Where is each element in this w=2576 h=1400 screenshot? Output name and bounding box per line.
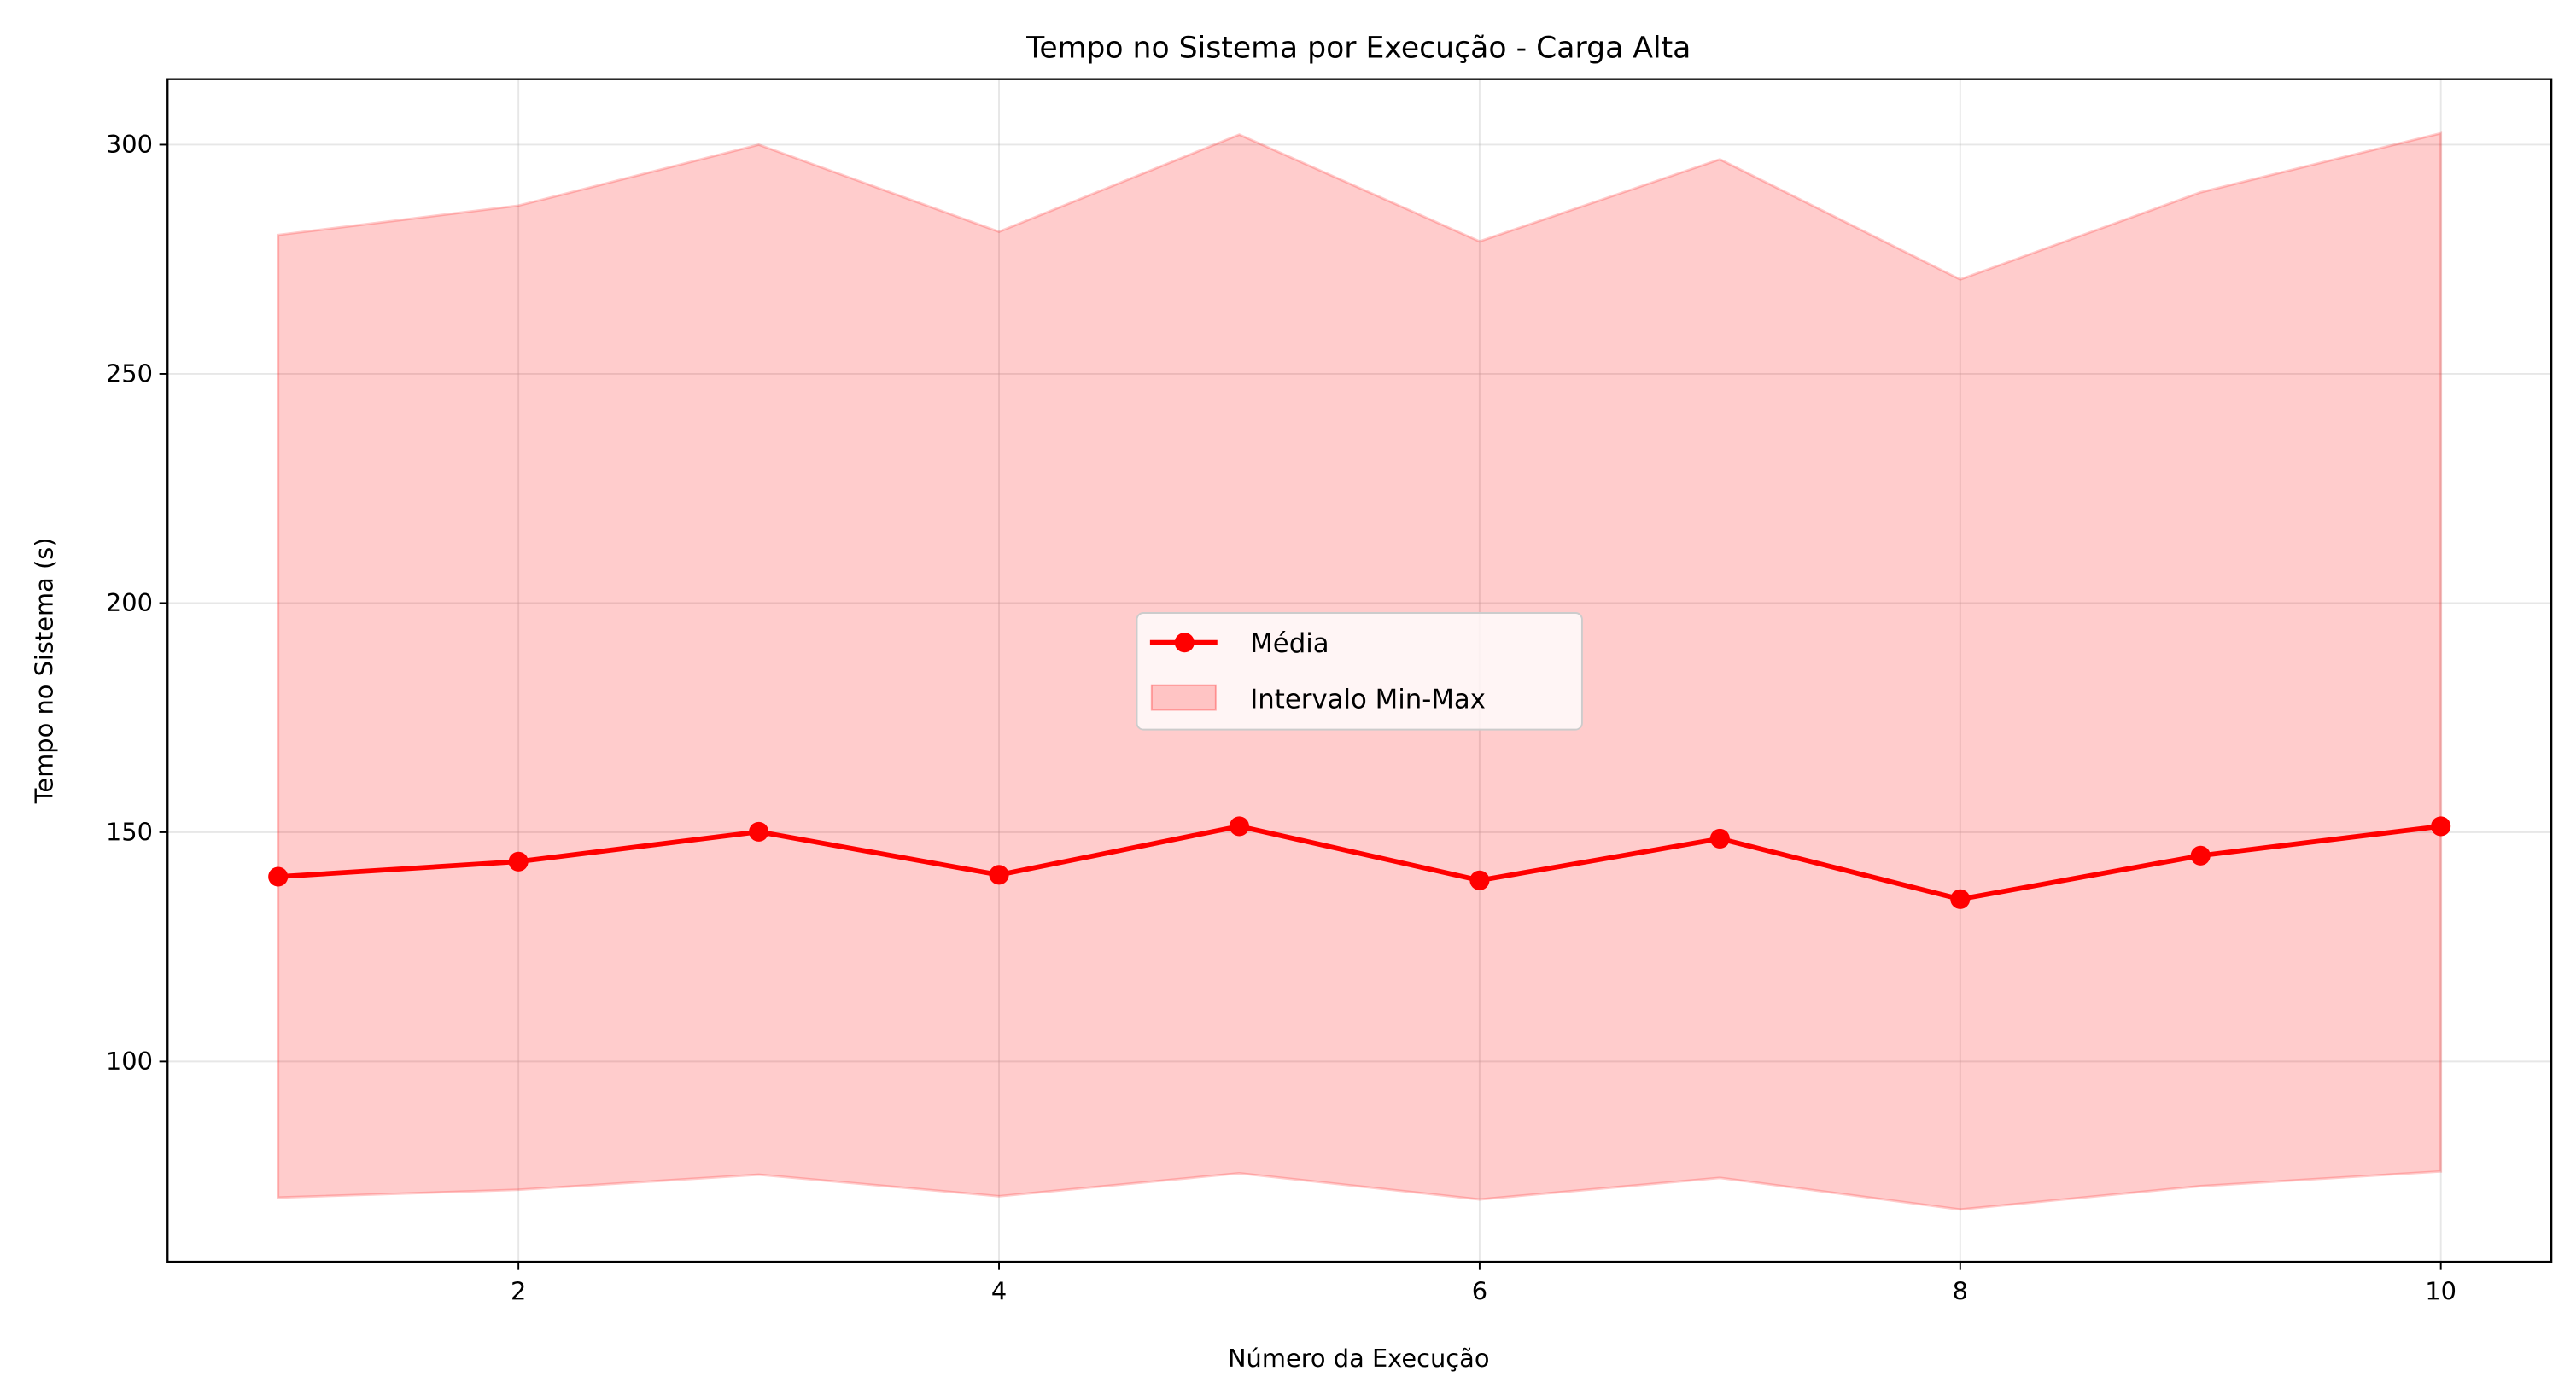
legend-label-mean: Média bbox=[1250, 628, 1329, 659]
mean-point bbox=[2190, 845, 2211, 866]
ticks: 2 4 6 8 10 100 150 200 250 300 bbox=[106, 130, 2456, 1305]
mean-point bbox=[989, 865, 1009, 885]
y-tick-label: 200 bbox=[106, 588, 153, 617]
mean-point bbox=[749, 821, 769, 842]
mean-point bbox=[508, 851, 529, 872]
y-tick-label: 150 bbox=[106, 818, 153, 847]
legend-label-range: Intervalo Min-Max bbox=[1250, 685, 1486, 715]
y-tick-label: 300 bbox=[106, 130, 153, 159]
legend: Média Intervalo Min-Max bbox=[1136, 612, 1583, 731]
x-tick-label: 6 bbox=[1472, 1276, 1487, 1305]
mean-point bbox=[268, 866, 289, 887]
x-tick-label: 4 bbox=[991, 1276, 1007, 1305]
chart-title: Tempo no Sistema por Execução - Carga Al… bbox=[1025, 32, 1691, 66]
x-tick-label: 8 bbox=[1953, 1276, 1968, 1305]
y-tick-label: 100 bbox=[106, 1047, 153, 1076]
y-axis-label: Tempo no Sistema (s) bbox=[30, 537, 59, 804]
mean-point bbox=[1709, 828, 1730, 849]
mean-point bbox=[2431, 816, 2451, 837]
mean-point bbox=[1229, 816, 1250, 837]
x-axis-label: Número da Execução bbox=[1228, 1344, 1490, 1373]
x-tick-label: 2 bbox=[511, 1276, 526, 1305]
y-tick-label: 250 bbox=[106, 359, 153, 388]
x-tick-label: 10 bbox=[2425, 1276, 2456, 1305]
axes-frame bbox=[166, 78, 2553, 1263]
legend-area-marker bbox=[1150, 684, 1217, 711]
legend-dot-marker bbox=[1174, 633, 1195, 653]
legend-box bbox=[1136, 612, 1583, 731]
line-layer bbox=[268, 816, 2451, 909]
mean-line bbox=[277, 823, 2442, 902]
mean-point bbox=[1469, 870, 1490, 890]
mean-point bbox=[1950, 889, 1971, 909]
